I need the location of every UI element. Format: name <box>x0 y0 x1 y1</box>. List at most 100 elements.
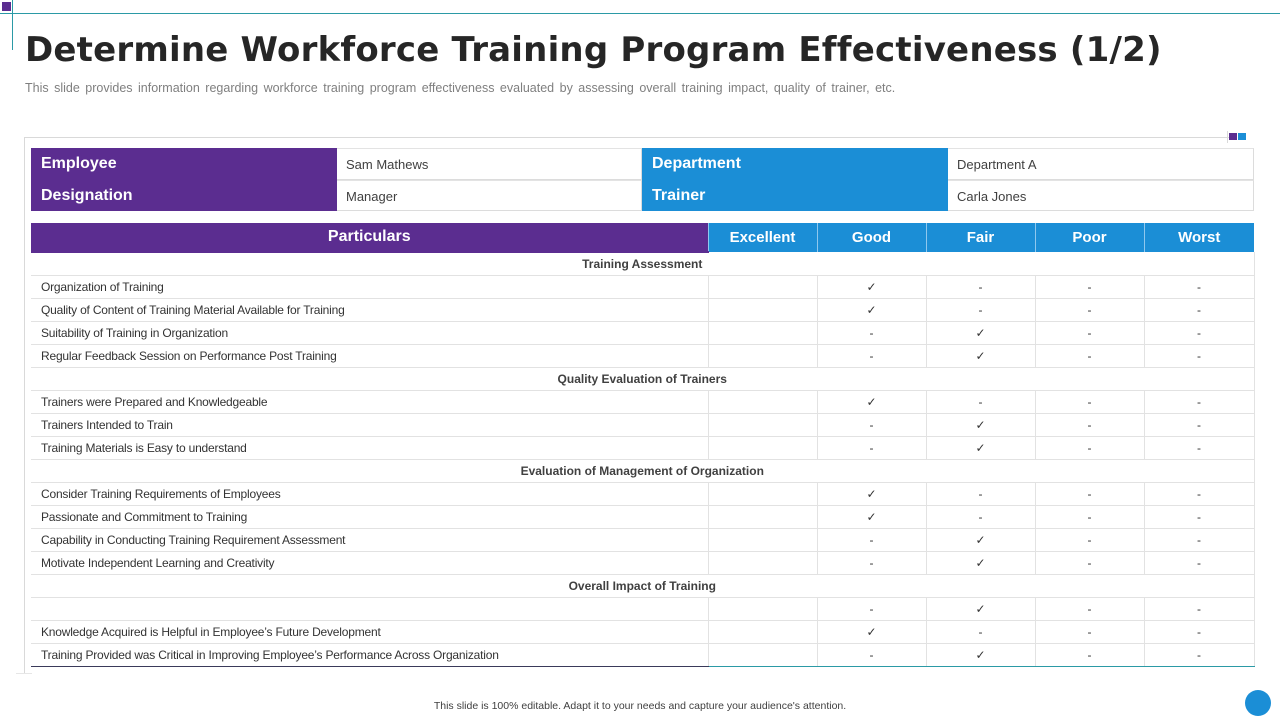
excellent-rating-cell <box>708 413 818 437</box>
worst-rating-cell: - <box>1144 344 1255 368</box>
row-particular: Training Materials is Easy to understand <box>31 436 709 460</box>
fair-check-icon: ✓ <box>926 413 1036 437</box>
good-rating-cell: - <box>817 344 927 368</box>
poor-rating-cell: - <box>1035 390 1145 414</box>
table-row: Motivate Independent Learning and Creati… <box>31 551 1255 575</box>
section-title: Training Assessment <box>31 252 1255 276</box>
column-header-worst: Worst <box>1144 223 1254 252</box>
row-particular <box>31 597 709 621</box>
fair-rating-cell: - <box>926 505 1036 529</box>
worst-rating-cell: - <box>1144 551 1255 575</box>
poor-rating-cell: - <box>1035 551 1145 575</box>
worst-rating-cell: - <box>1144 482 1255 506</box>
worst-rating-cell: - <box>1144 321 1255 345</box>
poor-rating-cell: - <box>1035 597 1145 621</box>
row-particular: Suitability of Training in Organization <box>31 321 709 345</box>
row-particular: Consider Training Requirements of Employ… <box>31 482 709 506</box>
designation-label: Designation <box>31 180 337 211</box>
row-particular: Capability in Conducting Training Requir… <box>31 528 709 552</box>
footer-note: This slide is 100% editable. Adapt it to… <box>433 700 847 712</box>
section-title: Quality Evaluation of Trainers <box>31 367 1255 391</box>
row-particular: Trainers Intended to Train <box>31 413 709 437</box>
column-header-good: Good <box>817 223 927 252</box>
frame-left-border <box>24 137 25 673</box>
row-particular: Knowledge Acquired is Helpful in Employe… <box>31 620 709 644</box>
poor-rating-cell: - <box>1035 298 1145 322</box>
table-row: Suitability of Training in Organization -… <box>31 321 1255 345</box>
worst-rating-cell: - <box>1144 505 1255 529</box>
excellent-rating-cell <box>708 482 818 506</box>
section-row: Evaluation of Management of Organization <box>31 459 1255 483</box>
row-particular: Quality of Content of Training Material … <box>31 298 709 322</box>
good-check-icon: ✓ <box>817 390 927 414</box>
column-header-particulars: Particulars <box>31 223 709 253</box>
excellent-rating-cell <box>708 390 818 414</box>
fair-rating-cell: - <box>926 482 1036 506</box>
section-title: Overall Impact of Training <box>31 574 1255 598</box>
section-title: Evaluation of Management of Organization <box>31 459 1255 483</box>
good-check-icon: ✓ <box>817 620 927 644</box>
accent-square-blue <box>1238 133 1246 140</box>
table-row: Trainers Intended to Train - ✓ - - <box>31 413 1255 437</box>
good-rating-cell: - <box>817 436 927 460</box>
excellent-rating-cell <box>708 551 818 575</box>
column-header-excellent: Excellent <box>708 223 818 252</box>
worst-rating-cell: - <box>1144 275 1255 299</box>
excellent-rating-cell <box>708 436 818 460</box>
table-row: - ✓ - - <box>31 597 1255 621</box>
left-rule <box>12 0 13 50</box>
fair-check-icon: ✓ <box>926 344 1036 368</box>
table-row: Capability in Conducting Training Requir… <box>31 528 1255 552</box>
row-particular: Training Provided was Critical in Improv… <box>31 643 709 667</box>
section-row: Training Assessment <box>31 252 1255 276</box>
poor-rating-cell: - <box>1035 620 1145 644</box>
table-row: Consider Training Requirements of Employ… <box>31 482 1255 506</box>
excellent-rating-cell <box>708 620 818 644</box>
row-particular: Motivate Independent Learning and Creati… <box>31 551 709 575</box>
page-indicator-dot <box>1245 690 1271 716</box>
column-header-fair: Fair <box>926 223 1036 252</box>
good-rating-cell: - <box>817 551 927 575</box>
fair-rating-cell: - <box>926 298 1036 322</box>
top-rule <box>0 13 1280 14</box>
good-check-icon: ✓ <box>817 482 927 506</box>
fair-rating-cell: - <box>926 275 1036 299</box>
fair-rating-cell: - <box>926 620 1036 644</box>
table-row: Passionate and Commitment to Training ✓ - -… <box>31 505 1255 529</box>
row-particular: Organization of Training <box>31 275 709 299</box>
poor-rating-cell: - <box>1035 275 1145 299</box>
row-particular: Trainers were Prepared and Knowledgeable <box>31 390 709 414</box>
designation-value: Manager <box>337 180 642 211</box>
table-row: Organization of Training ✓ - - - <box>31 275 1255 299</box>
fair-rating-cell: - <box>926 390 1036 414</box>
frame-bottom-tick <box>16 673 32 674</box>
column-header-poor: Poor <box>1035 223 1145 252</box>
poor-rating-cell: - <box>1035 344 1145 368</box>
frame-top-border <box>24 137 1230 138</box>
excellent-rating-cell <box>708 528 818 552</box>
table-row: Quality of Content of Training Material … <box>31 298 1255 322</box>
worst-rating-cell: - <box>1144 298 1255 322</box>
fair-check-icon: ✓ <box>926 597 1036 621</box>
section-row: Overall Impact of Training <box>31 574 1255 598</box>
poor-rating-cell: - <box>1035 436 1145 460</box>
excellent-rating-cell <box>708 298 818 322</box>
good-check-icon: ✓ <box>817 275 927 299</box>
poor-rating-cell: - <box>1035 528 1145 552</box>
row-particular: Regular Feedback Session on Performance … <box>31 344 709 368</box>
employee-info-panel: Employee Sam Mathews Designation Manager… <box>31 148 1254 211</box>
good-rating-cell: - <box>817 643 927 667</box>
worst-rating-cell: - <box>1144 528 1255 552</box>
department-value: Department A <box>948 148 1254 180</box>
poor-rating-cell: - <box>1035 413 1145 437</box>
excellent-rating-cell <box>708 505 818 529</box>
worst-rating-cell: - <box>1144 643 1255 667</box>
poor-rating-cell: - <box>1035 321 1145 345</box>
worst-rating-cell: - <box>1144 597 1255 621</box>
effectiveness-table: Particulars Excellent Good Fair Poor Wor… <box>31 223 1255 667</box>
good-check-icon: ✓ <box>817 505 927 529</box>
row-particular: Passionate and Commitment to Training <box>31 505 709 529</box>
good-rating-cell: - <box>817 413 927 437</box>
excellent-rating-cell <box>708 643 818 667</box>
section-row: Quality Evaluation of Trainers <box>31 367 1255 391</box>
